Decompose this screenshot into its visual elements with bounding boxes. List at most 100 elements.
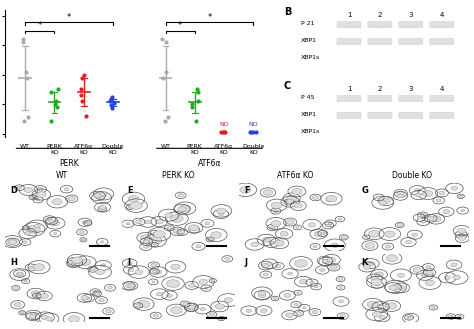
Circle shape — [445, 276, 450, 279]
FancyBboxPatch shape — [430, 112, 454, 118]
Circle shape — [189, 284, 195, 287]
Circle shape — [90, 267, 96, 271]
Point — [78, 87, 85, 92]
Circle shape — [431, 216, 441, 222]
Circle shape — [51, 220, 59, 226]
Circle shape — [179, 205, 191, 212]
Point — [52, 99, 60, 104]
Circle shape — [397, 191, 404, 195]
Circle shape — [99, 298, 104, 302]
Circle shape — [432, 306, 435, 308]
Point — [108, 94, 116, 100]
Circle shape — [14, 303, 21, 307]
Circle shape — [264, 190, 273, 195]
Circle shape — [371, 279, 382, 286]
FancyBboxPatch shape — [430, 21, 454, 28]
Circle shape — [27, 225, 40, 233]
Circle shape — [312, 311, 318, 314]
Text: 4: 4 — [439, 12, 444, 18]
Circle shape — [100, 207, 105, 210]
FancyBboxPatch shape — [430, 38, 454, 45]
Circle shape — [273, 297, 277, 299]
Circle shape — [300, 279, 307, 284]
Circle shape — [258, 293, 266, 297]
Circle shape — [24, 227, 27, 229]
Circle shape — [14, 287, 18, 289]
Point — [19, 39, 27, 45]
Circle shape — [267, 262, 272, 265]
Circle shape — [457, 228, 466, 233]
Circle shape — [80, 231, 84, 234]
Circle shape — [82, 239, 85, 241]
Circle shape — [386, 255, 398, 262]
Circle shape — [182, 303, 188, 306]
Point — [220, 130, 228, 135]
Circle shape — [20, 312, 24, 314]
Text: Double KO: Double KO — [392, 171, 432, 180]
Circle shape — [31, 196, 36, 199]
Circle shape — [453, 275, 460, 280]
Circle shape — [262, 263, 270, 268]
Circle shape — [29, 315, 36, 318]
Circle shape — [412, 233, 417, 236]
Text: E: E — [128, 187, 133, 195]
Point — [189, 104, 196, 110]
Point — [108, 103, 115, 108]
Point — [249, 130, 257, 135]
Circle shape — [328, 257, 336, 262]
Text: P 45: P 45 — [301, 95, 314, 100]
Text: 3: 3 — [409, 86, 413, 92]
Text: D: D — [10, 187, 18, 195]
Circle shape — [86, 297, 90, 299]
Circle shape — [72, 261, 78, 264]
Circle shape — [96, 269, 104, 275]
Circle shape — [384, 231, 395, 237]
Circle shape — [292, 188, 302, 194]
Circle shape — [413, 267, 421, 272]
Circle shape — [397, 223, 402, 227]
Circle shape — [41, 316, 48, 320]
Point — [109, 106, 116, 111]
Circle shape — [136, 304, 141, 307]
Point — [53, 104, 61, 110]
Circle shape — [156, 292, 163, 296]
Point — [22, 69, 30, 74]
Circle shape — [328, 222, 333, 225]
Circle shape — [167, 227, 172, 229]
Circle shape — [24, 280, 27, 282]
Circle shape — [215, 304, 224, 309]
Circle shape — [391, 284, 401, 290]
Circle shape — [312, 195, 319, 199]
Circle shape — [17, 272, 22, 275]
Text: K: K — [361, 258, 368, 267]
Circle shape — [180, 231, 185, 234]
Point — [82, 113, 90, 118]
Circle shape — [302, 307, 306, 309]
Circle shape — [367, 262, 374, 266]
FancyBboxPatch shape — [368, 21, 392, 28]
Circle shape — [99, 196, 105, 200]
Text: 2: 2 — [378, 86, 382, 92]
Circle shape — [271, 220, 281, 226]
Circle shape — [270, 226, 275, 229]
Circle shape — [314, 232, 322, 237]
Circle shape — [313, 245, 317, 248]
Circle shape — [373, 312, 381, 317]
Circle shape — [187, 305, 195, 310]
Circle shape — [326, 224, 330, 227]
Circle shape — [128, 268, 134, 271]
Point — [194, 90, 202, 95]
Circle shape — [100, 192, 107, 196]
Circle shape — [416, 193, 421, 197]
Circle shape — [451, 187, 457, 190]
Text: ND: ND — [248, 121, 258, 127]
Circle shape — [52, 199, 62, 205]
Circle shape — [35, 295, 38, 296]
Point — [108, 97, 115, 102]
Point — [246, 130, 254, 135]
Circle shape — [425, 280, 435, 286]
Circle shape — [145, 220, 151, 224]
Text: ATF6α: ATF6α — [198, 159, 221, 168]
Circle shape — [94, 194, 101, 198]
Circle shape — [95, 292, 100, 295]
